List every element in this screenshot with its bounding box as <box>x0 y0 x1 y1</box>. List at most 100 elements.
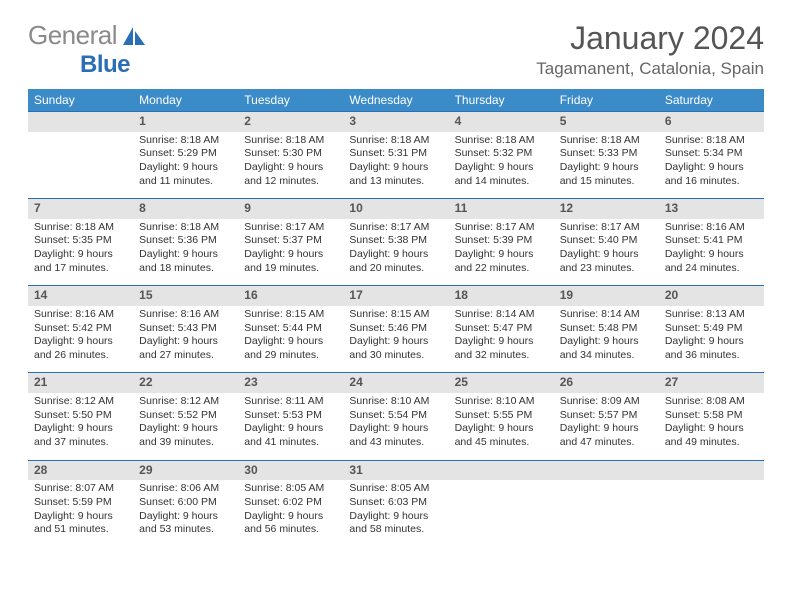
sunset-line: Sunset: 5:46 PM <box>349 322 442 336</box>
day-number-row: 28293031 <box>28 460 764 480</box>
day-detail-row: Sunrise: 8:12 AMSunset: 5:50 PMDaylight:… <box>28 393 764 460</box>
sunset-line: Sunset: 5:36 PM <box>139 234 232 248</box>
day-detail-cell: Sunrise: 8:09 AMSunset: 5:57 PMDaylight:… <box>554 393 659 460</box>
sunrise-line: Sunrise: 8:07 AM <box>34 482 127 496</box>
day-number-cell: 6 <box>659 112 764 132</box>
day-detail-row: Sunrise: 8:18 AMSunset: 5:35 PMDaylight:… <box>28 219 764 286</box>
day-number-cell: 24 <box>343 373 448 393</box>
day-number-cell: 9 <box>238 199 343 219</box>
day-number-cell: 17 <box>343 286 448 306</box>
sunrise-line: Sunrise: 8:18 AM <box>244 134 337 148</box>
day-detail-cell <box>659 480 764 547</box>
sunset-line: Sunset: 5:31 PM <box>349 147 442 161</box>
day-detail-cell: Sunrise: 8:12 AMSunset: 5:50 PMDaylight:… <box>28 393 133 460</box>
sunset-line: Sunset: 5:44 PM <box>244 322 337 336</box>
sunrise-line: Sunrise: 8:14 AM <box>560 308 653 322</box>
day-detail-cell: Sunrise: 8:18 AMSunset: 5:31 PMDaylight:… <box>343 132 448 199</box>
daylight-line: Daylight: 9 hours and 19 minutes. <box>244 248 337 275</box>
day-number-row: 21222324252627 <box>28 373 764 393</box>
sunset-line: Sunset: 5:59 PM <box>34 496 127 510</box>
sunrise-line: Sunrise: 8:08 AM <box>665 395 758 409</box>
sunrise-line: Sunrise: 8:18 AM <box>560 134 653 148</box>
day-detail-cell <box>28 132 133 199</box>
day-number-cell: 21 <box>28 373 133 393</box>
day-number-cell: 31 <box>343 460 448 480</box>
sunset-line: Sunset: 5:49 PM <box>665 322 758 336</box>
sunrise-line: Sunrise: 8:12 AM <box>139 395 232 409</box>
daylight-line: Daylight: 9 hours and 11 minutes. <box>139 161 232 188</box>
sunset-line: Sunset: 6:03 PM <box>349 496 442 510</box>
sunset-line: Sunset: 5:58 PM <box>665 409 758 423</box>
weekday-header: Thursday <box>449 89 554 112</box>
day-detail-cell: Sunrise: 8:11 AMSunset: 5:53 PMDaylight:… <box>238 393 343 460</box>
sunrise-line: Sunrise: 8:12 AM <box>34 395 127 409</box>
sunrise-line: Sunrise: 8:17 AM <box>244 221 337 235</box>
sunrise-line: Sunrise: 8:09 AM <box>560 395 653 409</box>
day-detail-cell: Sunrise: 8:05 AMSunset: 6:03 PMDaylight:… <box>343 480 448 547</box>
calendar-header: SundayMondayTuesdayWednesdayThursdayFrid… <box>28 89 764 112</box>
logo-sail-icon <box>121 25 147 47</box>
logo-text-blue: Blue <box>80 51 130 79</box>
daylight-line: Daylight: 9 hours and 27 minutes. <box>139 335 232 362</box>
day-detail-cell: Sunrise: 8:13 AMSunset: 5:49 PMDaylight:… <box>659 306 764 373</box>
day-detail-cell: Sunrise: 8:18 AMSunset: 5:29 PMDaylight:… <box>133 132 238 199</box>
day-detail-cell: Sunrise: 8:10 AMSunset: 5:54 PMDaylight:… <box>343 393 448 460</box>
day-number-cell: 15 <box>133 286 238 306</box>
day-number-cell <box>554 460 659 480</box>
day-number-cell: 1 <box>133 112 238 132</box>
daylight-line: Daylight: 9 hours and 47 minutes. <box>560 422 653 449</box>
day-detail-row: Sunrise: 8:16 AMSunset: 5:42 PMDaylight:… <box>28 306 764 373</box>
day-detail-cell: Sunrise: 8:18 AMSunset: 5:35 PMDaylight:… <box>28 219 133 286</box>
daylight-line: Daylight: 9 hours and 17 minutes. <box>34 248 127 275</box>
daylight-line: Daylight: 9 hours and 56 minutes. <box>244 510 337 537</box>
daylight-line: Daylight: 9 hours and 22 minutes. <box>455 248 548 275</box>
sunrise-line: Sunrise: 8:06 AM <box>139 482 232 496</box>
day-detail-cell: Sunrise: 8:17 AMSunset: 5:39 PMDaylight:… <box>449 219 554 286</box>
sunrise-line: Sunrise: 8:05 AM <box>349 482 442 496</box>
day-detail-cell: Sunrise: 8:15 AMSunset: 5:46 PMDaylight:… <box>343 306 448 373</box>
sunset-line: Sunset: 5:52 PM <box>139 409 232 423</box>
sunrise-line: Sunrise: 8:10 AM <box>455 395 548 409</box>
daylight-line: Daylight: 9 hours and 58 minutes. <box>349 510 442 537</box>
day-number-cell <box>659 460 764 480</box>
sunrise-line: Sunrise: 8:17 AM <box>349 221 442 235</box>
day-number-cell: 26 <box>554 373 659 393</box>
weekday-header: Tuesday <box>238 89 343 112</box>
sunset-line: Sunset: 5:37 PM <box>244 234 337 248</box>
daylight-line: Daylight: 9 hours and 32 minutes. <box>455 335 548 362</box>
sunset-line: Sunset: 5:32 PM <box>455 147 548 161</box>
sunset-line: Sunset: 5:57 PM <box>560 409 653 423</box>
day-number-cell: 19 <box>554 286 659 306</box>
daylight-line: Daylight: 9 hours and 30 minutes. <box>349 335 442 362</box>
day-number-cell: 2 <box>238 112 343 132</box>
daylight-line: Daylight: 9 hours and 51 minutes. <box>34 510 127 537</box>
sunset-line: Sunset: 5:38 PM <box>349 234 442 248</box>
logo: General Blue <box>28 20 168 79</box>
sunrise-line: Sunrise: 8:14 AM <box>455 308 548 322</box>
sunset-line: Sunset: 5:53 PM <box>244 409 337 423</box>
day-number-cell: 23 <box>238 373 343 393</box>
daylight-line: Daylight: 9 hours and 37 minutes. <box>34 422 127 449</box>
day-number-cell: 10 <box>343 199 448 219</box>
sunrise-line: Sunrise: 8:05 AM <box>244 482 337 496</box>
sunrise-line: Sunrise: 8:17 AM <box>455 221 548 235</box>
daylight-line: Daylight: 9 hours and 41 minutes. <box>244 422 337 449</box>
weekday-header: Wednesday <box>343 89 448 112</box>
day-detail-cell: Sunrise: 8:08 AMSunset: 5:58 PMDaylight:… <box>659 393 764 460</box>
day-detail-cell: Sunrise: 8:17 AMSunset: 5:38 PMDaylight:… <box>343 219 448 286</box>
sunrise-line: Sunrise: 8:18 AM <box>139 134 232 148</box>
sunset-line: Sunset: 5:47 PM <box>455 322 548 336</box>
sunset-line: Sunset: 5:43 PM <box>139 322 232 336</box>
day-number-cell: 18 <box>449 286 554 306</box>
sunset-line: Sunset: 6:02 PM <box>244 496 337 510</box>
day-number-cell: 13 <box>659 199 764 219</box>
weekday-header: Friday <box>554 89 659 112</box>
sunrise-line: Sunrise: 8:11 AM <box>244 395 337 409</box>
day-number-row: 14151617181920 <box>28 286 764 306</box>
day-detail-cell: Sunrise: 8:18 AMSunset: 5:34 PMDaylight:… <box>659 132 764 199</box>
day-detail-cell: Sunrise: 8:16 AMSunset: 5:42 PMDaylight:… <box>28 306 133 373</box>
sunrise-line: Sunrise: 8:16 AM <box>34 308 127 322</box>
daylight-line: Daylight: 9 hours and 34 minutes. <box>560 335 653 362</box>
weekday-header: Saturday <box>659 89 764 112</box>
sunset-line: Sunset: 5:54 PM <box>349 409 442 423</box>
